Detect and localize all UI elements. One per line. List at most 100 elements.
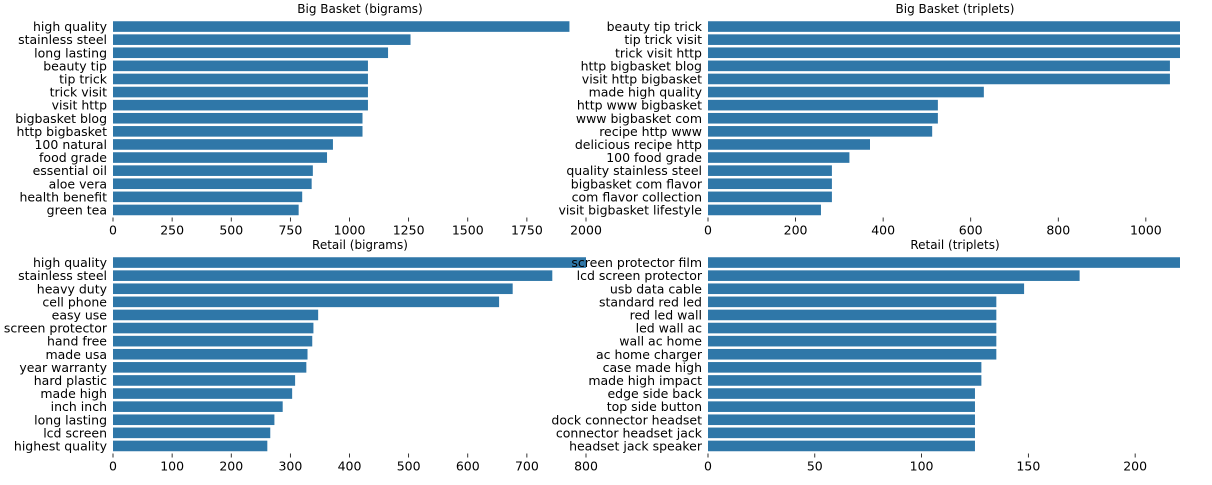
- category-label: www bigbasket com: [576, 111, 702, 126]
- x-tick-label: 800: [1046, 223, 1070, 238]
- bar: [708, 86, 984, 98]
- bar: [708, 34, 1180, 45]
- x-tick-label: 600: [959, 223, 983, 238]
- category-label: easy use: [52, 307, 108, 322]
- x-tick-label: 500: [397, 459, 421, 474]
- bar: [113, 296, 500, 308]
- x-tick-label: 200: [784, 223, 808, 238]
- bar: [708, 204, 821, 216]
- x-tick-label: 100: [160, 459, 184, 474]
- bar: [708, 191, 832, 203]
- bar: [708, 309, 997, 321]
- bar: [708, 335, 997, 347]
- category-label: usb data cable: [610, 281, 702, 296]
- bar: [113, 257, 586, 268]
- category-label: essential oil: [33, 163, 107, 178]
- bar: [113, 440, 268, 452]
- bar: [113, 73, 368, 85]
- category-label: aloe vera: [49, 176, 107, 191]
- bar: [708, 112, 938, 124]
- bar: [113, 165, 313, 176]
- x-tick-label: 200: [219, 459, 243, 474]
- x-tick-label: 0: [109, 459, 117, 474]
- bar: [708, 165, 832, 176]
- category-label: trick visit http: [615, 45, 702, 60]
- bar: [708, 427, 975, 439]
- x-tick-label: 1000: [334, 223, 366, 238]
- category-label: http www bigbasket: [577, 98, 702, 113]
- x-tick-label: 200: [1123, 459, 1147, 474]
- bar: [708, 126, 933, 137]
- category-label: tip trick visit: [624, 32, 702, 47]
- bar: [708, 257, 1180, 268]
- bar: [708, 375, 982, 386]
- category-label: quality stainless steel: [566, 163, 702, 178]
- category-label: visit bigbasket lifestyle: [558, 202, 702, 217]
- bar: [708, 21, 1180, 32]
- x-tick-label: 300: [278, 459, 302, 474]
- category-label: lcd screen protector: [577, 268, 703, 283]
- x-tick-label: 250: [160, 223, 184, 238]
- bar: [113, 139, 333, 150]
- chart-title: Big Basket (triplets): [896, 2, 1015, 16]
- bar: [708, 401, 975, 412]
- x-tick-label: 50: [807, 459, 823, 474]
- bar: [113, 427, 271, 439]
- bar: [113, 309, 319, 321]
- category-label: bigbasket blog: [15, 111, 107, 126]
- bar: [708, 139, 870, 150]
- bar: [708, 73, 1170, 85]
- bar: [708, 178, 832, 190]
- x-tick-label: 0: [109, 223, 117, 238]
- bar: [113, 388, 293, 399]
- bar: [113, 283, 513, 295]
- category-label: cell phone: [42, 294, 107, 309]
- category-label: delicious recipe http: [575, 137, 702, 152]
- x-tick-label: 800: [574, 459, 598, 474]
- bar: [708, 388, 975, 399]
- x-tick-label: 0: [704, 223, 712, 238]
- bar: [113, 152, 328, 163]
- x-tick-label: 700: [515, 459, 539, 474]
- bar: [113, 34, 411, 45]
- category-label: visit http: [52, 98, 107, 113]
- bar: [113, 270, 553, 281]
- category-label: green tea: [47, 202, 107, 217]
- category-label: trick visit: [50, 85, 107, 100]
- category-label: year warranty: [19, 360, 107, 375]
- category-label: long lasting: [34, 45, 107, 60]
- category-label: visit http bigbasket: [582, 71, 702, 86]
- category-label: beauty tip: [43, 58, 107, 73]
- bar: [113, 178, 312, 190]
- category-label: heavy duty: [37, 281, 108, 296]
- category-label: high quality: [33, 19, 108, 34]
- bar: [113, 86, 368, 98]
- category-label: red led wall: [630, 307, 702, 322]
- bar: [113, 322, 314, 334]
- category-label: 100 natural: [34, 137, 107, 152]
- category-label: lcd screen: [43, 425, 107, 440]
- category-label: screen protector: [4, 321, 108, 336]
- x-tick-label: 2000: [570, 223, 602, 238]
- x-tick-label: 750: [278, 223, 302, 238]
- category-label: top side button: [607, 399, 702, 414]
- category-label: edge side back: [607, 386, 702, 401]
- category-label: wall ac home: [619, 334, 702, 349]
- x-tick-label: 1500: [452, 223, 484, 238]
- category-label: health benefit: [19, 189, 107, 204]
- category-label: long lasting: [34, 412, 107, 427]
- bar: [708, 348, 997, 360]
- category-label: http bigbasket blog: [581, 58, 702, 73]
- bar: [113, 401, 283, 412]
- category-label: dock connector headset: [551, 412, 702, 427]
- category-label: headset jack speaker: [569, 438, 703, 453]
- bar: [113, 99, 368, 111]
- category-label: ac home charger: [596, 347, 703, 362]
- x-tick-label: 1000: [1130, 223, 1162, 238]
- bar: [113, 362, 307, 373]
- category-label: made high: [40, 386, 107, 401]
- category-label: food grade: [39, 150, 107, 165]
- bar: [113, 21, 570, 32]
- bar: [113, 348, 308, 360]
